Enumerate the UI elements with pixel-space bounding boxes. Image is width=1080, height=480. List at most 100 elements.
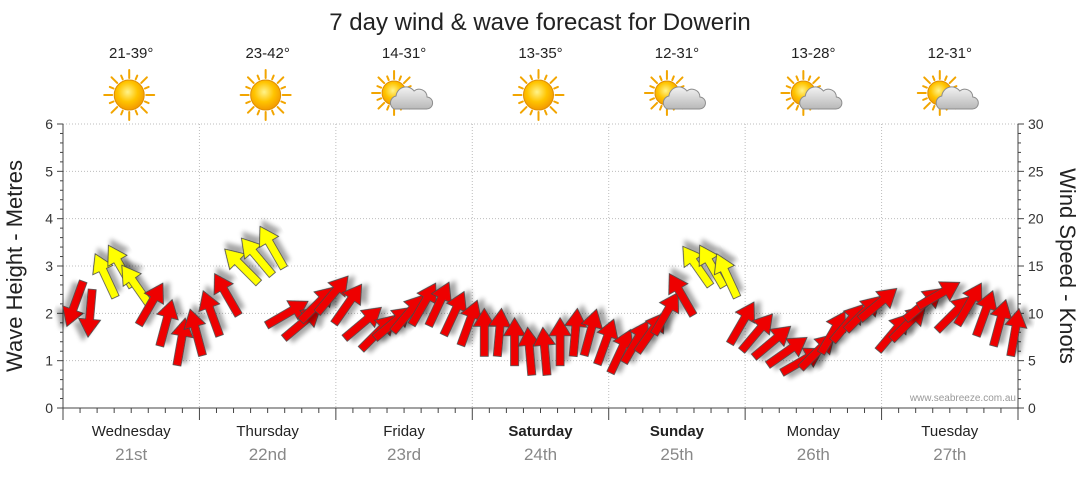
sun-disc: [250, 79, 282, 111]
day-date-label: 27th: [933, 445, 966, 464]
sun-cloud-icon: [371, 70, 434, 116]
wind-arrow: [240, 237, 276, 279]
y-left-tick-label: 1: [45, 353, 53, 369]
y-left-tick-label: 0: [45, 400, 53, 416]
wind-arrow: [953, 282, 983, 328]
day-temp-range: 13-35°: [518, 45, 562, 62]
wind-arrow: [517, 326, 541, 376]
watermark: www.seabreeze.com.au: [909, 393, 1016, 404]
day-temp-range: 23-42°: [245, 45, 289, 62]
wind-arrow: [439, 290, 467, 338]
wind-arrow: [92, 253, 120, 300]
day-name-label: Monday: [787, 423, 841, 440]
day-name-label: Saturday: [508, 423, 573, 440]
wind-arrow: [341, 306, 382, 342]
sun-disc: [113, 79, 145, 111]
sun-icon: [512, 69, 565, 121]
wind-arrow: [856, 287, 898, 323]
day-date-label: 22nd: [249, 445, 287, 464]
cloud-shape: [390, 86, 434, 110]
y-right-tick-label: 25: [1028, 163, 1044, 179]
wind-arrow: [593, 318, 619, 367]
sun-icon: [239, 69, 292, 121]
sun-disc: [523, 79, 554, 111]
wind-arrow: [750, 325, 792, 361]
y-left-tick-label: 6: [45, 116, 53, 132]
sun-icon: [103, 69, 156, 121]
y-right-axis-label: Wind Speed - Knots: [1055, 168, 1080, 364]
y-left-tick-label: 5: [45, 163, 53, 179]
wind-arrow: [989, 298, 1013, 348]
axes: 0 1 2 3 4 5 6 0 5 10 15 20 25 30 Wednesday 21st Thursday…: [45, 116, 1044, 464]
wind-arrow: [915, 281, 961, 311]
chart-title: 7 day wind & wave forecast for Dowerin: [329, 9, 751, 36]
wind-arrow: [456, 299, 483, 348]
wind-arrow: [682, 245, 715, 289]
wind-arrow: [650, 291, 680, 337]
grid: [63, 123, 1018, 408]
wind-arrow: [564, 307, 588, 357]
y-left-tick-label: 2: [45, 305, 53, 321]
day-date-label: 23rd: [387, 445, 421, 464]
wind-arrow: [330, 283, 363, 327]
y-right-tick-label: 30: [1028, 116, 1044, 132]
wind-arrow: [62, 279, 88, 328]
wind-arrow: [77, 288, 102, 338]
wind-arrow: [738, 313, 774, 354]
sun-cloud-icon: [780, 70, 843, 116]
sun-rays: [512, 69, 565, 121]
y-right-tick-label: 10: [1028, 305, 1044, 321]
wind-arrows: [62, 225, 1028, 377]
day-summary-row: 21-39° 23-42° 14-31° 13-35° 12-31° 13-28° 12-3…: [103, 45, 979, 121]
day-date-label: 26th: [797, 445, 830, 464]
wind-arrow: [424, 281, 452, 328]
wind-arrow: [579, 308, 604, 358]
y-right-tick-label: 0: [1028, 400, 1036, 416]
wind-arrow: [213, 272, 243, 318]
wind-arrow: [224, 248, 263, 287]
y-left-axis-label: Wave Height - Metres: [2, 160, 27, 372]
sun-cloud-icon: [643, 70, 706, 116]
y-left-tick-label: 4: [45, 211, 53, 227]
day-temp-range: 13-28°: [791, 45, 835, 62]
y-right-tick-label: 20: [1028, 211, 1044, 227]
y-right-tick-label: 5: [1028, 353, 1036, 369]
wind-arrow: [502, 316, 527, 367]
day-temp-range: 12-31°: [928, 45, 972, 62]
cloud-shape: [799, 86, 843, 110]
wind-arrow: [764, 336, 808, 369]
wind-arrow: [713, 253, 742, 300]
day-temp-range: 12-31°: [655, 45, 699, 62]
wind-arrow: [668, 272, 698, 318]
sun-rays: [239, 69, 292, 121]
day-name-label: Tuesday: [921, 423, 978, 440]
cloud-shape: [935, 86, 979, 110]
wind-arrow: [134, 282, 164, 328]
cloud-shape: [662, 86, 706, 110]
wind-arrow: [259, 225, 289, 271]
day-date-label: 25th: [660, 445, 693, 464]
wind-arrow: [1004, 307, 1028, 358]
wind-arrow: [972, 290, 998, 338]
wind-arrow: [155, 298, 179, 348]
wind-arrow: [313, 275, 349, 316]
day-temp-range: 21-39°: [109, 45, 153, 62]
wind-arrow: [488, 307, 512, 357]
wind-arrow: [472, 307, 497, 357]
day-name-label: Thursday: [236, 423, 299, 440]
wind-arrow: [548, 316, 572, 367]
wind-arrow: [198, 290, 224, 338]
wind-arrow: [725, 301, 755, 347]
wind-arrow: [183, 308, 207, 358]
y-right-tick-label: 15: [1028, 258, 1044, 274]
sun-rays: [103, 69, 156, 121]
day-date-label: 21st: [115, 445, 147, 464]
day-name-label: Wednesday: [92, 423, 171, 440]
y-left-tick-label: 3: [45, 258, 53, 274]
day-name-label: Friday: [383, 423, 425, 440]
day-date-label: 24th: [524, 445, 557, 464]
day-temp-range: 14-31°: [382, 45, 426, 62]
sun-cloud-icon: [916, 70, 979, 116]
